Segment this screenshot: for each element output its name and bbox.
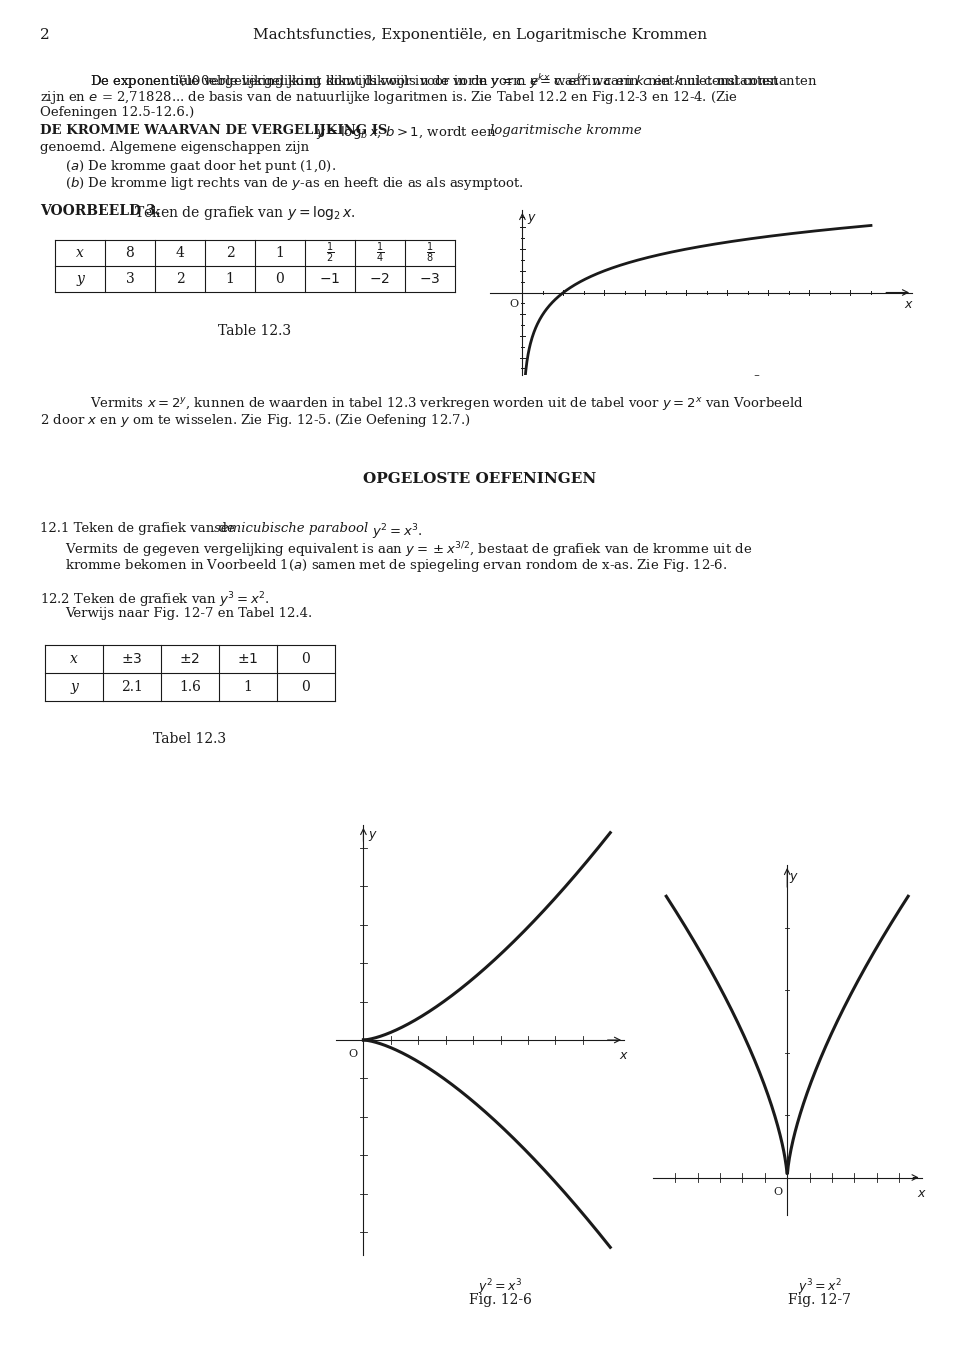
- Text: $y = \log_2 x$: $y = \log_2 x$: [740, 346, 800, 363]
- Text: $x$: $x$: [917, 1187, 927, 1201]
- Text: 4: 4: [176, 247, 184, 260]
- Text: De exponenti\u00eble vergelijking komt dikwijls voor in de vorm $y = c.e^{kx}$ w: De exponenti\u00eble vergelijking komt d…: [90, 72, 818, 91]
- Text: 3: 3: [126, 272, 134, 286]
- Text: 8: 8: [126, 247, 134, 260]
- Text: x: x: [76, 247, 84, 260]
- Text: VOORBEELD 3.: VOORBEELD 3.: [40, 205, 160, 218]
- Text: Vermits de gegeven vergelijking equivalent is aan $y = \pm x^{3/2}$, bestaat de : Vermits de gegeven vergelijking equivale…: [65, 541, 753, 560]
- Text: 0: 0: [301, 652, 310, 667]
- Text: $\frac{1}{4}$: $\frac{1}{4}$: [376, 241, 384, 266]
- Text: logaritmische kromme: logaritmische kromme: [490, 125, 641, 137]
- Text: kromme bekomen in Voorbeeld 1($a$) samen met de spiegeling ervan rondom de x-as.: kromme bekomen in Voorbeeld 1($a$) samen…: [65, 557, 728, 575]
- Text: Machtsfuncties, Exponentiële, en Logaritmische Krommen: Machtsfuncties, Exponentiële, en Logarit…: [252, 28, 708, 42]
- Text: 2: 2: [40, 28, 50, 42]
- Text: $-1$: $-1$: [320, 272, 341, 286]
- Text: $\frac{1}{2}$: $\frac{1}{2}$: [325, 241, 334, 266]
- Text: Fig. 12-7: Fig. 12-7: [788, 1293, 852, 1308]
- Text: y: y: [76, 272, 84, 286]
- Text: 12.2 Teken de grafiek van $y^3 = x^2$.: 12.2 Teken de grafiek van $y^3 = x^2$.: [40, 589, 270, 610]
- Text: $\pm 1$: $\pm 1$: [237, 652, 258, 667]
- Text: O: O: [348, 1049, 358, 1060]
- Text: O: O: [509, 299, 518, 309]
- Text: Fig. 12-6: Fig. 12-6: [468, 1293, 532, 1308]
- Text: $y^3 = x^2$: $y^3 = x^2$: [798, 1276, 842, 1297]
- Text: $x$: $x$: [618, 1049, 629, 1062]
- Text: $\pm 2$: $\pm 2$: [180, 652, 201, 667]
- Text: Teken de grafiek van $y = \log_2 x$.: Teken de grafiek van $y = \log_2 x$.: [130, 205, 356, 222]
- Text: 1: 1: [226, 272, 234, 286]
- Text: Tabel 12.3: Tabel 12.3: [154, 732, 227, 747]
- Text: Oefeningen 12.5-12.6.): Oefeningen 12.5-12.6.): [40, 106, 194, 119]
- Text: $y$: $y$: [526, 213, 537, 226]
- Text: $-3$: $-3$: [420, 272, 441, 286]
- Text: $\pm 3$: $\pm 3$: [121, 652, 143, 667]
- Text: 0: 0: [301, 680, 310, 694]
- Text: $y^2 = x^3$: $y^2 = x^3$: [478, 1276, 522, 1297]
- Text: De exponentiële vergelijking komt dikwijls voor in de vorm $y = c.e^{kx}$ waarin: De exponentiële vergelijking komt dikwij…: [90, 72, 780, 91]
- Text: Vermits $x = 2^y$, kunnen de waarden in tabel 12.3 verkregen worden uit de tabel: Vermits $x = 2^y$, kunnen de waarden in …: [90, 396, 804, 412]
- Text: Fig. 12-5: Fig. 12-5: [738, 362, 802, 375]
- Text: $y$: $y$: [789, 871, 800, 885]
- Text: O: O: [774, 1187, 782, 1196]
- Text: 12.1 Teken de grafiek van de: 12.1 Teken de grafiek van de: [40, 522, 239, 535]
- Text: 1.6: 1.6: [180, 680, 201, 694]
- Text: $y$: $y$: [368, 829, 377, 843]
- Text: OPGELOSTE OEFENINGEN: OPGELOSTE OEFENINGEN: [364, 472, 596, 486]
- Text: DE KROMME WAARVAN DE VERGELIJKING IS: DE KROMME WAARVAN DE VERGELIJKING IS: [40, 125, 388, 137]
- Text: x: x: [70, 652, 78, 667]
- Text: genoemd. Algemene eigenschappen zijn: genoemd. Algemene eigenschappen zijn: [40, 141, 309, 154]
- Text: 0: 0: [276, 272, 284, 286]
- Text: ($b$) De kromme ligt rechts van de $y$-as en heeft die as als asymptoot.: ($b$) De kromme ligt rechts van de $y$-a…: [65, 175, 524, 192]
- Text: $y^2 = x^3$.: $y^2 = x^3$.: [368, 522, 422, 542]
- Text: 1: 1: [244, 680, 252, 694]
- Text: semicubische parabool: semicubische parabool: [214, 522, 369, 535]
- Text: y: y: [70, 680, 78, 694]
- Text: $-2$: $-2$: [370, 272, 391, 286]
- Text: 1: 1: [276, 247, 284, 260]
- Text: $\frac{1}{8}$: $\frac{1}{8}$: [426, 241, 434, 266]
- Text: 2: 2: [176, 272, 184, 286]
- Text: 2.1: 2.1: [121, 680, 143, 694]
- Text: $x$: $x$: [903, 298, 914, 310]
- Text: ($a$) De kromme gaat door het punt (1,0).: ($a$) De kromme gaat door het punt (1,0)…: [65, 159, 336, 175]
- Text: 2 door $x$ en $y$ om te wisselen. Zie Fig. 12-5. (Zie Oefening 12.7.): 2 door $x$ en $y$ om te wisselen. Zie Fi…: [40, 412, 470, 430]
- Text: 2: 2: [226, 247, 234, 260]
- Text: Verwijs naar Fig. 12-7 en Tabel 12.4.: Verwijs naar Fig. 12-7 en Tabel 12.4.: [65, 607, 312, 621]
- Text: zijn en $e$ = 2,71828... de basis van de natuurlijke logaritmen is. Zie Tabel 12: zijn en $e$ = 2,71828... de basis van de…: [40, 89, 738, 106]
- Text: Table 12.3: Table 12.3: [219, 324, 292, 337]
- Text: $y = \log_b x$, $b > 1$, wordt een: $y = \log_b x$, $b > 1$, wordt een: [312, 125, 496, 141]
